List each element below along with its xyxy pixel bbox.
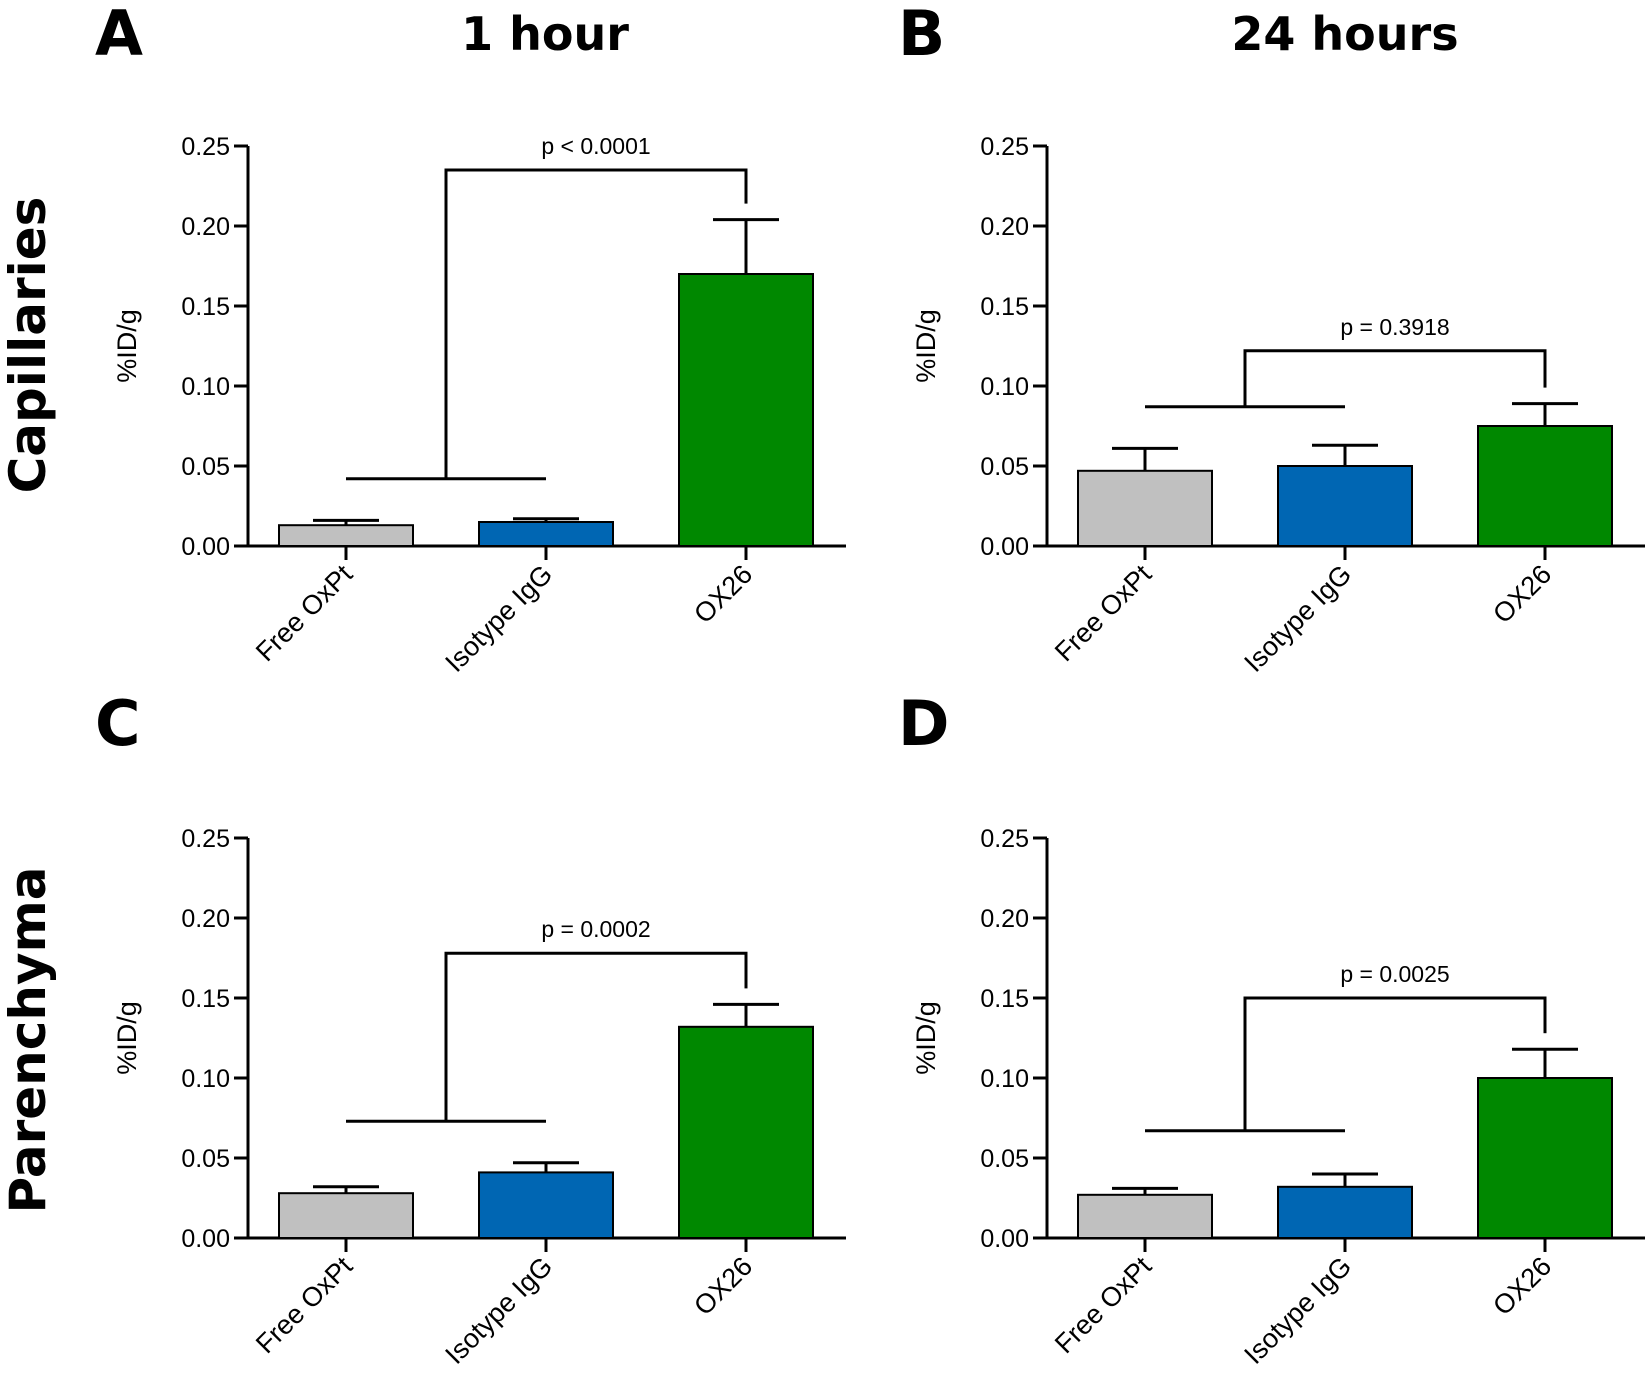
y-tick-label: 0.05 xyxy=(980,1145,1029,1173)
panel-letter: C xyxy=(95,687,141,760)
bar-ox26 xyxy=(1477,1077,1613,1239)
row-title-capillaries: Capillaries xyxy=(0,197,57,494)
y-tick-label: 0.10 xyxy=(181,373,230,401)
bar-free-oxpt xyxy=(278,524,414,548)
y-tick-label: 0.25 xyxy=(980,133,1029,161)
y-tick-label: 0.05 xyxy=(181,453,230,481)
x-tick-label: OX26 xyxy=(1487,559,1557,629)
x-tick-label: OX26 xyxy=(688,559,758,629)
row-title-parenchyma: Parenchyma xyxy=(0,867,57,1214)
panel-letter: A xyxy=(95,0,143,70)
x-tick-label: Isotype IgG xyxy=(1238,559,1357,678)
panel-letter: D xyxy=(898,687,949,760)
column-title-1-hour: 1 hour xyxy=(461,7,629,61)
y-axis-label: %ID/g xyxy=(112,309,142,383)
y-tick-label: 0.20 xyxy=(181,213,230,241)
x-tick-label: Free OxPt xyxy=(1049,559,1158,668)
x-tick-label: Isotype IgG xyxy=(439,559,558,678)
bar-isotype-igg xyxy=(1277,465,1413,547)
y-tick-label: 0.25 xyxy=(980,825,1029,853)
bar-isotype-igg xyxy=(478,1171,614,1240)
y-tick-label: 0.10 xyxy=(181,1065,230,1093)
y-tick-label: 0.00 xyxy=(181,533,230,561)
y-tick-label: 0.05 xyxy=(980,453,1029,481)
y-tick-label: 0.10 xyxy=(980,1065,1029,1093)
x-tick-label: Free OxPt xyxy=(250,1251,359,1360)
panel-letter: B xyxy=(898,0,945,70)
y-tick-label: 0.20 xyxy=(980,213,1029,241)
x-tick-label: OX26 xyxy=(688,1251,758,1321)
y-tick-label: 0.05 xyxy=(181,1145,230,1173)
x-tick-label: OX26 xyxy=(1487,1251,1557,1321)
panel-b: B 0.00 0.05 0.10 0.15 0.20 0.25 %ID/g Free OxPt I… xyxy=(898,0,1645,678)
y-tick-label: 0.25 xyxy=(181,825,230,853)
y-axis-label: %ID/g xyxy=(911,309,941,383)
bar-ox26 xyxy=(678,1025,814,1240)
x-tick-label: Free OxPt xyxy=(1049,1251,1158,1360)
bar-free-oxpt xyxy=(278,1192,414,1239)
panel-d: D 0.00 0.05 0.10 0.15 0.20 0.25 %ID/g Free OxPt I… xyxy=(898,687,1645,1370)
x-tick-label: Isotype IgG xyxy=(439,1251,558,1370)
bar-free-oxpt xyxy=(1077,469,1213,547)
y-tick-label: 0.00 xyxy=(980,1225,1029,1253)
bar-isotype-igg xyxy=(1277,1185,1413,1240)
p-value-label: p < 0.0001 xyxy=(541,133,650,159)
y-tick-label: 0.15 xyxy=(181,985,230,1013)
y-tick-label: 0.25 xyxy=(181,133,230,161)
bar-isotype-igg xyxy=(478,521,614,547)
y-tick-label: 0.20 xyxy=(980,905,1029,933)
y-tick-label: 0.15 xyxy=(980,985,1029,1013)
column-title-24-hours: 24 hours xyxy=(1231,7,1458,61)
y-tick-label: 0.15 xyxy=(181,293,230,321)
x-tick-label: Free OxPt xyxy=(250,559,359,668)
y-axis-label: %ID/g xyxy=(911,1001,941,1075)
y-tick-label: 0.20 xyxy=(181,905,230,933)
panel-c: C 0.00 0.05 0.10 0.15 0.20 0.25 %ID/g Free OxPt I… xyxy=(95,687,846,1370)
y-tick-label: 0.10 xyxy=(980,373,1029,401)
p-value-label: p = 0.0002 xyxy=(541,916,650,942)
p-value-label: p = 0.0025 xyxy=(1340,961,1449,987)
y-axis-label: %ID/g xyxy=(112,1001,142,1075)
bar-ox26 xyxy=(1477,425,1613,547)
panel-a: A 0.00 0.05 0.10 0.15 0.20 0.25 %ID/g Free OxPt I… xyxy=(95,0,846,678)
x-tick-label: Isotype IgG xyxy=(1238,1251,1357,1370)
bar-free-oxpt xyxy=(1077,1193,1213,1240)
y-tick-label: 0.00 xyxy=(181,1225,230,1253)
p-value-label: p = 0.3918 xyxy=(1340,314,1449,340)
bar-ox26 xyxy=(678,273,814,547)
y-tick-label: 0.00 xyxy=(980,533,1029,561)
y-tick-label: 0.15 xyxy=(980,293,1029,321)
